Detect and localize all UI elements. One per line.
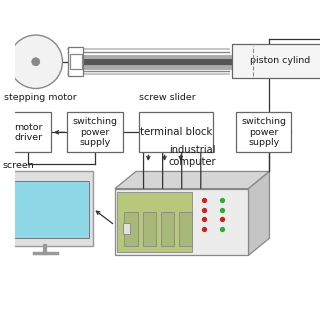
FancyBboxPatch shape (143, 212, 156, 246)
Circle shape (9, 35, 62, 88)
Text: screen: screen (2, 161, 34, 170)
FancyBboxPatch shape (179, 212, 192, 246)
Text: switching
power
supply: switching power supply (72, 117, 117, 147)
FancyBboxPatch shape (68, 47, 84, 76)
FancyBboxPatch shape (123, 223, 130, 234)
Polygon shape (117, 192, 192, 252)
FancyBboxPatch shape (232, 44, 320, 78)
FancyBboxPatch shape (161, 212, 174, 246)
FancyBboxPatch shape (5, 112, 51, 152)
Polygon shape (248, 172, 269, 255)
FancyBboxPatch shape (139, 112, 213, 152)
Text: screw slider: screw slider (139, 93, 196, 102)
Text: stepping motor: stepping motor (4, 93, 77, 102)
FancyBboxPatch shape (124, 212, 138, 246)
FancyBboxPatch shape (0, 172, 93, 246)
FancyBboxPatch shape (67, 112, 123, 152)
Text: piston cylind: piston cylind (250, 56, 310, 65)
FancyBboxPatch shape (115, 188, 248, 255)
Text: switching
power
supply: switching power supply (241, 117, 286, 147)
Polygon shape (115, 172, 269, 188)
Text: motor
driver: motor driver (14, 123, 42, 142)
Circle shape (32, 58, 40, 66)
FancyBboxPatch shape (70, 54, 82, 69)
Text: industrial
computer: industrial computer (168, 145, 216, 167)
Text: terminal block: terminal block (140, 127, 212, 137)
FancyBboxPatch shape (236, 112, 292, 152)
FancyBboxPatch shape (1, 181, 89, 238)
